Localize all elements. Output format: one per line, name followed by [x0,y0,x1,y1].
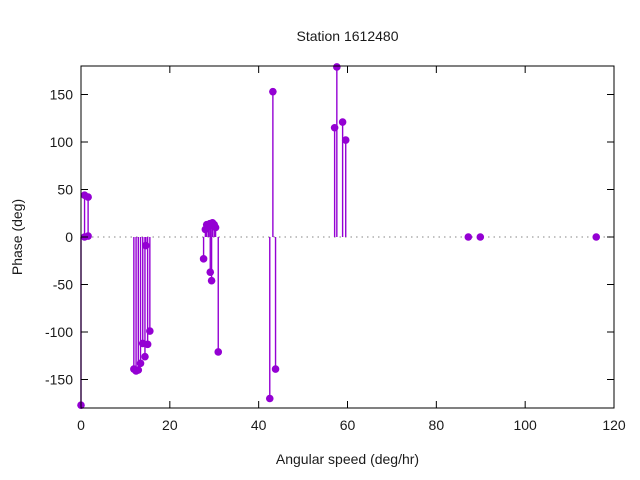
y-axis-label: Phase (deg) [9,198,25,276]
data-point [146,327,154,335]
plot-border [80,65,615,409]
data-point [206,268,215,276]
x-axis-label: Angular speed (deg/hr) [275,451,420,467]
y-tick-label: 0 [65,229,73,245]
data-point [341,136,350,144]
data-point [592,233,601,241]
data-point [142,241,150,250]
data-point [338,118,347,126]
data-point [199,255,208,263]
y-tick-label: -100 [45,324,73,340]
data-point [214,348,223,356]
x-tick-label: 80 [429,417,445,433]
x-tick-label: 40 [251,417,267,433]
x-tick-label: 20 [162,417,178,433]
data-point [134,366,143,374]
x-tick-label: 120 [602,417,626,433]
data-point [143,340,152,349]
data-point [207,276,216,285]
x-tick-label: 100 [513,417,537,433]
y-tick-label: 150 [50,87,74,103]
data-point [333,63,341,71]
x-tick-label: 0 [77,417,85,433]
y-tick-label: 100 [50,134,74,150]
data-point [269,87,277,96]
data-point [265,394,274,403]
chart-title: Station 1612480 [296,28,399,44]
data-point [141,352,149,361]
y-tick-label: -150 [45,372,73,388]
y-tick-label: -50 [53,277,73,293]
y-tick-label: 50 [57,182,73,198]
x-tick-label: 60 [340,417,356,433]
data-point [84,193,92,201]
data-point [464,233,473,241]
data-point [271,365,280,373]
data-point [476,233,485,241]
data-point [136,359,145,368]
data-point [211,223,220,232]
